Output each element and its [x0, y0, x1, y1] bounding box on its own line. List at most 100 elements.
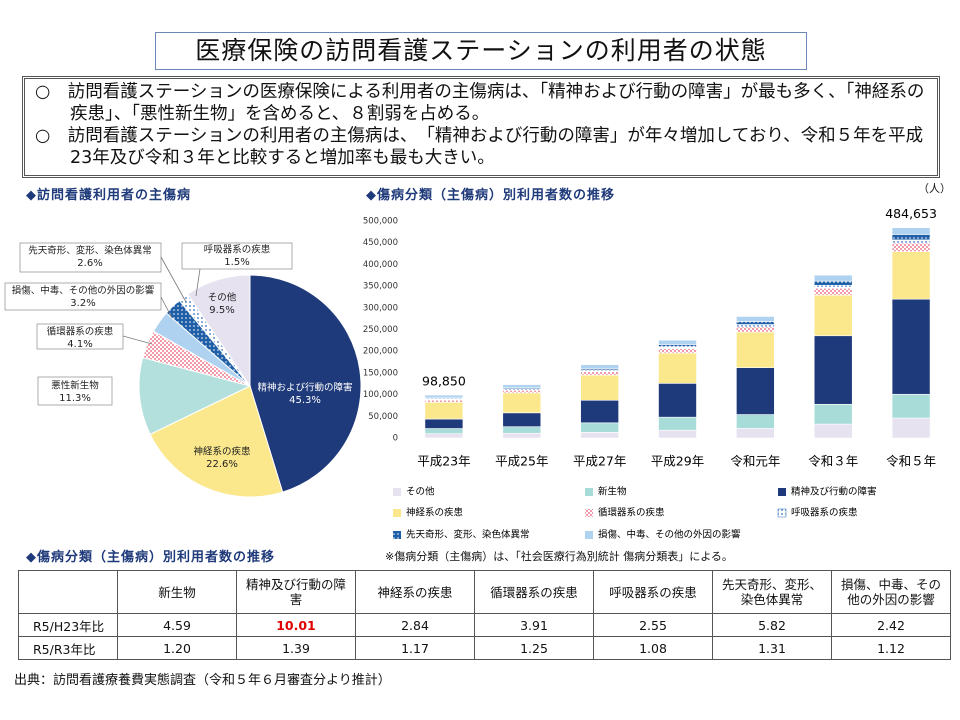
bar-segment: [736, 428, 775, 439]
pie-label: その他: [208, 292, 237, 304]
bar-segment: [424, 428, 464, 435]
bar-segment: [580, 374, 619, 401]
pie-value-label: 3.2%: [70, 298, 95, 309]
bar-segment: [891, 298, 931, 395]
bar-segment: [424, 433, 464, 439]
pie-slice: [249, 274, 362, 493]
pie-label: 先天奇形、変形、染色体異常: [28, 245, 152, 257]
bar-segment: [736, 331, 775, 368]
bar-segment: [658, 416, 697, 431]
bar-segment: [658, 348, 697, 354]
x-tick-label: 令和５年: [886, 454, 936, 469]
charts: 精神および行動の障害45.3%神経系の疾患22.6%悪性新生物11.3%循環器系…: [4, 206, 937, 541]
x-tick-label: 平成29年: [651, 454, 704, 469]
table-cell: 2.55: [593, 613, 713, 637]
y-tick-label: 450,000: [363, 238, 398, 248]
bar-segment: [891, 234, 931, 241]
bar-segment: [502, 432, 542, 439]
legend-label: 神経系の疾患: [406, 507, 463, 519]
legend-label: 損傷、中毒、その他の外因の影響: [598, 529, 741, 541]
legend-swatch: [393, 488, 401, 496]
y-tick-label: 500,000: [363, 217, 398, 227]
bar-segment: [424, 394, 464, 399]
pie-label-box: [4, 282, 162, 311]
table-cell: 1.12: [831, 636, 951, 660]
pie-slice: [149, 385, 284, 498]
bar-segment: [502, 384, 542, 389]
table-cell: 1.31: [712, 636, 832, 660]
table-row: R5/R3年比 1.20 1.39 1.17 1.25 1.08 1.31 1.12: [18, 636, 951, 660]
pie-slice: [138, 356, 252, 435]
table-cell: [18, 570, 118, 614]
note: ○ 訪問看護ステーションの利用者の主傷病は、 「精神および行動の障害」が年々増加…: [35, 126, 924, 168]
bar-segment: [813, 284, 853, 289]
bar-segment: [891, 393, 931, 419]
legend-label: 新生物: [598, 486, 627, 498]
bar-segment: [891, 417, 931, 439]
pie-label-box: [19, 242, 162, 273]
table-cell: 2.84: [355, 613, 475, 637]
slide-title: 医療保険の訪問看護ステーションの利用者の状態: [155, 32, 807, 70]
legend-label: 循環器系の疾患: [598, 507, 665, 519]
bar-segment: [891, 239, 931, 244]
table-cell: 1.20: [117, 636, 237, 660]
table-cell: 呼吸器系の疾患: [593, 570, 713, 614]
bar-segment: [580, 432, 619, 439]
total-label: 98,850: [422, 374, 466, 389]
total-label: 484,653: [885, 206, 937, 221]
bar-segment: [891, 251, 931, 300]
bar-segment: [658, 339, 697, 345]
y-tick-label: 300,000: [363, 303, 398, 313]
bar-segment: [813, 280, 853, 286]
legend-swatch: [585, 488, 593, 496]
y-tick-label: 150,000: [363, 368, 398, 378]
bar-segment: [813, 423, 853, 439]
table-cell: 1.39: [236, 636, 356, 660]
y-tick-label: 250,000: [363, 325, 398, 335]
bar-segment: [736, 414, 775, 429]
pie-label: 循環器系の疾患: [47, 326, 114, 338]
legend-label: 精神及び行動の障害: [791, 486, 877, 498]
legend-label: 先天奇形、変形、染色体異常: [406, 529, 530, 541]
legend-swatch: [393, 531, 401, 539]
table-title: ◆傷病分類（主傷病）別利用者数の推移: [26, 550, 275, 565]
pie-value-label: 2.6%: [77, 258, 102, 269]
table-cell: 新生物: [117, 570, 237, 614]
pie-label: 損傷、中毒、その他の外因の影響: [12, 285, 155, 297]
bar-segment: [580, 371, 619, 376]
y-tick-label: 100,000: [363, 390, 398, 400]
table-cell: 1.08: [593, 636, 713, 660]
pie-value-label: 45.3%: [289, 395, 321, 406]
bar-segment: [891, 227, 931, 235]
legend-label: その他: [406, 486, 435, 498]
pie-slice: [186, 274, 251, 388]
x-tick-label: 令和３年: [808, 454, 858, 469]
table-cell: 循環器系の疾患: [474, 570, 594, 614]
x-tick-label: 平成27年: [573, 454, 626, 469]
y-tick-label: 0: [393, 434, 398, 444]
x-tick-label: 平成25年: [495, 454, 548, 469]
pie-label: 呼吸器系の疾患: [204, 244, 271, 256]
note: ○ 訪問看護ステーションの医療保険による利用者の主傷病は、「精神および行動の障害…: [35, 82, 925, 124]
bar-segment: [736, 367, 775, 415]
legend-swatch: [778, 488, 786, 496]
bar-segment: [424, 401, 464, 420]
y-tick-label: 350,000: [363, 282, 398, 292]
y-tick-label: 400,000: [363, 260, 398, 270]
bar-segment: [424, 418, 464, 429]
table-cell: 先天奇形、変形、染色体異常: [712, 570, 832, 614]
bar-segment: [502, 392, 542, 414]
legend-swatch: [393, 509, 401, 517]
pie-value-label: 11.3%: [59, 393, 91, 404]
table-cell: R5/R3年比: [18, 636, 118, 660]
y-tick-label: 200,000: [363, 347, 398, 357]
bar-segment: [502, 412, 542, 428]
bar-segment: [736, 324, 775, 328]
x-tick-label: 平成23年: [417, 454, 470, 469]
bar-segment: [502, 389, 542, 394]
pie-value-label: 22.6%: [206, 459, 238, 470]
pie-title: ◆訪問看護利用者の主傷病: [26, 188, 191, 203]
bar-segment: [891, 242, 931, 252]
pie-leader: [160, 296, 173, 319]
